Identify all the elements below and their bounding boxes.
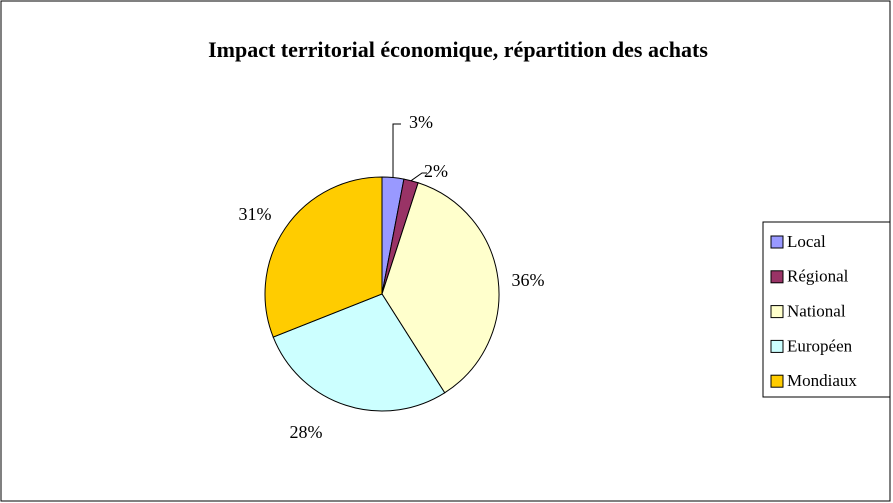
pie-slice	[272, 293, 446, 412]
pie-slice	[264, 176, 383, 338]
leader-line	[410, 172, 427, 182]
data-label: 31%	[239, 204, 272, 224]
data-label: 2%	[424, 161, 448, 181]
data-label: 28%	[290, 422, 323, 442]
legend-label: Européen	[787, 336, 853, 355]
legend-label: Local	[787, 232, 826, 251]
legend-label: National	[787, 302, 846, 321]
legend-swatch	[770, 235, 784, 249]
legend-label: Mondiaux	[787, 371, 857, 390]
legend-swatch	[770, 374, 784, 388]
pie-slice	[381, 182, 500, 394]
data-label: 3%	[409, 112, 433, 132]
legend-box	[762, 221, 891, 398]
leader-line	[392, 123, 402, 178]
chart-title: Impact territorial économique, répartiti…	[208, 37, 708, 62]
legend-swatch	[770, 339, 784, 353]
legend-swatch	[770, 270, 784, 284]
legend-label: Régional	[787, 267, 849, 286]
legend-swatch	[770, 305, 784, 319]
data-label: 36%	[512, 270, 545, 290]
